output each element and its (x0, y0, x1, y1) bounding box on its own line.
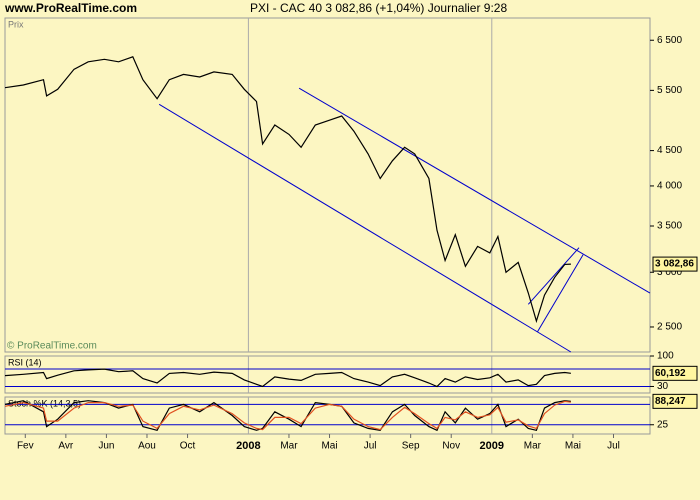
last-value-box (652, 365, 698, 381)
x-tick-label: Mai (321, 441, 337, 452)
y-tick-label: 2 500 (657, 322, 682, 333)
x-tick-label: Oct (180, 441, 196, 452)
last-value-label: 60,192 (655, 368, 686, 379)
trendline (298, 87, 651, 294)
y-tick-label: 100 (657, 351, 674, 362)
x-tick-label: Jun (98, 441, 114, 452)
trendline (527, 247, 580, 305)
panel-label: Stoch %K (14,3,5) (8, 398, 81, 408)
x-tick-label: Fev (17, 441, 34, 452)
x-tick-label: Jul (364, 441, 377, 452)
last-value-label: 3 082,86 (655, 259, 694, 270)
x-tick-label: Aou (138, 441, 156, 452)
panel (4, 355, 651, 394)
panel (4, 17, 651, 353)
series-line (4, 400, 571, 431)
source: www.ProRealTime.com (4, 1, 137, 15)
y-tick-label: 4 500 (657, 145, 682, 156)
x-tick-label: Jul (607, 441, 620, 452)
watermark: © ProRealTime.com (7, 341, 97, 352)
last-value-box (652, 393, 698, 409)
last-value-label: 88,247 (655, 396, 686, 407)
x-tick-label: Mai (565, 441, 581, 452)
x-tick-label: Mar (280, 441, 298, 452)
series-line (4, 368, 571, 388)
x-tick-label: Nov (442, 441, 460, 452)
y-tick-label: 3 500 (657, 221, 682, 232)
trendline (536, 254, 584, 333)
panel (4, 396, 651, 435)
x-tick-label: Sep (402, 441, 420, 452)
chart-title: PXI - CAC 40 3 082,86 (+1,04%) Journalie… (250, 1, 507, 15)
x-tick-label: Avr (58, 441, 73, 452)
series-line (4, 56, 571, 324)
y-tick-label: 3 000 (657, 267, 682, 278)
panel-label: Prix (8, 19, 24, 29)
series-line (4, 400, 571, 432)
y-tick-label: 25 (657, 419, 669, 430)
x-tick-label: 2008 (236, 440, 260, 452)
y-tick-label: 4 000 (657, 181, 682, 192)
last-value-box (652, 256, 698, 272)
panel-label: RSI (14) (8, 357, 42, 367)
y-tick-label: 30 (657, 381, 669, 392)
y-tick-label: 6 500 (657, 35, 682, 46)
x-tick-label: 2009 (480, 440, 504, 452)
x-tick-label: Mar (524, 441, 542, 452)
y-tick-label: 5 500 (657, 85, 682, 96)
trendline (158, 103, 572, 353)
